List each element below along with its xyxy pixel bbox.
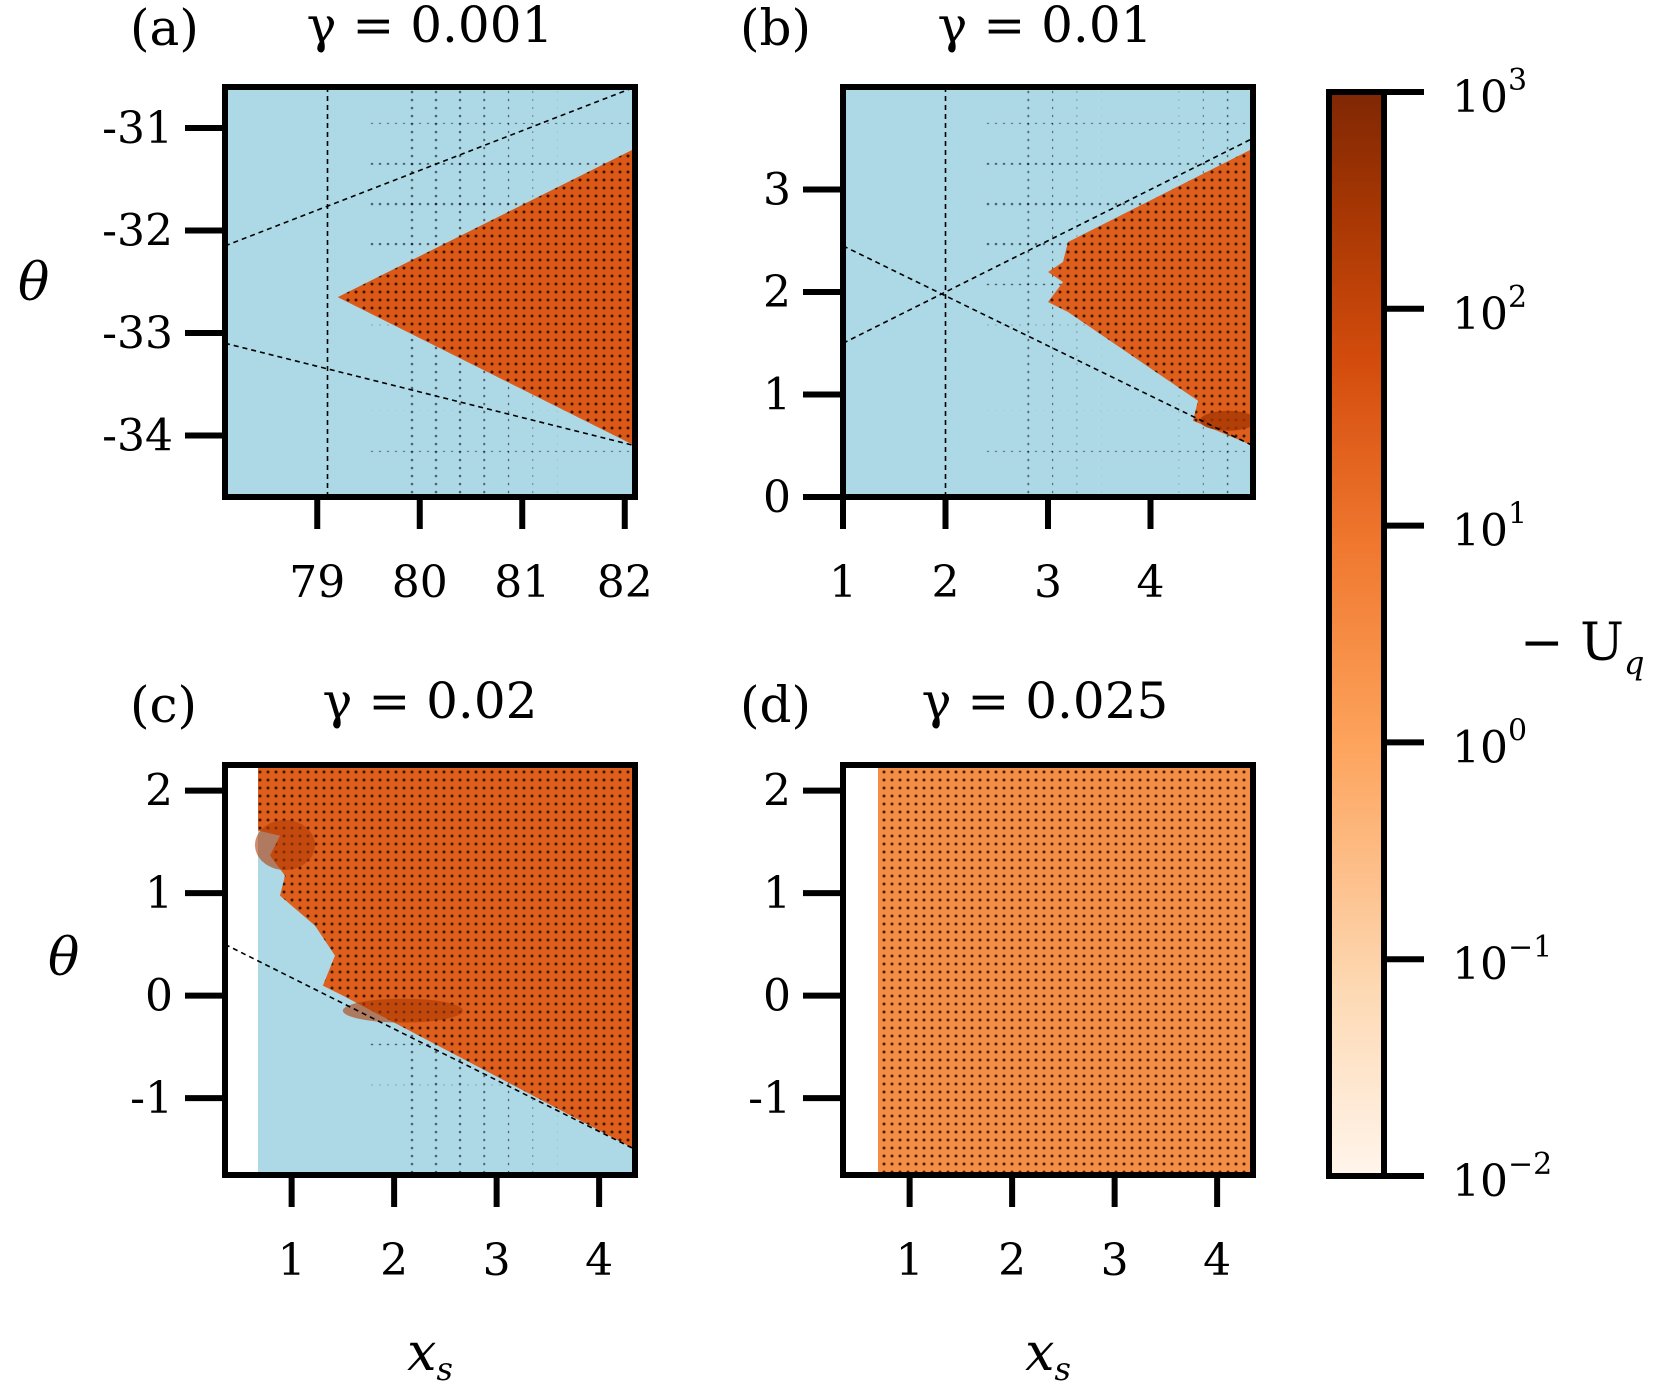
x-tick-label: 4 <box>1203 1235 1231 1286</box>
y-tick-label: 0 <box>145 971 173 1022</box>
blank-strip <box>225 765 258 1175</box>
plot-frame <box>840 762 1256 1178</box>
y-tick-label: -1 <box>130 1073 173 1124</box>
grid-dots <box>878 765 1253 1175</box>
y-tick-label: 1 <box>763 868 791 919</box>
panel-label: (c) <box>130 676 197 734</box>
panel-title: γ = 0.02 <box>323 672 538 730</box>
y-tick-label: -31 <box>102 103 173 154</box>
y-tick-label: -32 <box>102 206 173 257</box>
dashed-line-0 <box>225 943 635 1151</box>
y-tick-label: 2 <box>145 766 173 817</box>
y-tick-label: 3 <box>763 165 791 216</box>
x-axis-label: xs <box>1025 1323 1071 1387</box>
colorbar-tick-label: 10−1 <box>1452 930 1552 990</box>
y-tick-label: 1 <box>145 868 173 919</box>
colorbar-frame <box>1326 89 1387 1179</box>
grid-dots <box>1048 148 1253 446</box>
y-tick-label: -1 <box>748 1073 791 1124</box>
heatmap-area <box>225 87 635 497</box>
colorbar: 103 102 101 100 10−1 10−2 − Uq <box>1326 63 1644 1207</box>
y-tick-label: 2 <box>763 267 791 318</box>
colorbar-gradient <box>1329 92 1384 1176</box>
y-tick-label: -34 <box>102 411 173 462</box>
y-tick-label: -33 <box>102 308 173 359</box>
x-tick-label: 2 <box>998 1235 1026 1286</box>
dashed-line-0 <box>843 137 1253 344</box>
heatmap-area <box>843 87 1253 497</box>
intense-spot <box>1200 410 1253 431</box>
plot-frame <box>222 84 638 500</box>
heatmap-area <box>225 765 635 1175</box>
x-tick-label: 4 <box>1137 557 1165 608</box>
x-tick-label: 82 <box>597 557 653 608</box>
panel-title: γ = 0.01 <box>938 0 1153 54</box>
colorbar-tick-label: 10−2 <box>1452 1147 1552 1207</box>
x-tick-label: 1 <box>278 1235 306 1286</box>
x-tick-label: 80 <box>392 557 448 608</box>
intense-spot <box>255 820 315 870</box>
colorbar-label: − Uq <box>1520 613 1644 682</box>
colorbar-tick-label: 102 <box>1452 280 1527 340</box>
grid-dots <box>337 148 635 446</box>
y-axis-label: θ <box>48 928 79 988</box>
x-tick-label: 81 <box>494 557 550 608</box>
y-axis-label: θ <box>18 253 49 313</box>
colorbar-tick-label: 101 <box>1452 497 1527 557</box>
x-tick-label: 2 <box>932 557 960 608</box>
colorbar-tick-label: 100 <box>1452 713 1527 773</box>
y-tick-label: 0 <box>763 472 791 523</box>
x-tick-label: 4 <box>585 1235 613 1286</box>
panel-title: γ = 0.025 <box>922 672 1169 730</box>
x-tick-label: 1 <box>896 1235 924 1286</box>
grid-dots <box>258 765 635 1150</box>
panel-label: (d) <box>740 676 811 734</box>
x-tick-label: 3 <box>1034 557 1062 608</box>
x-tick-label: 1 <box>829 557 857 608</box>
dashed-line-1 <box>843 245 1253 447</box>
dashed-line-1 <box>225 342 635 447</box>
dashed-line-0 <box>225 87 635 247</box>
panel-label: (b) <box>740 0 811 57</box>
y-tick-label: 2 <box>763 766 791 817</box>
plot-frame <box>222 762 638 1178</box>
x-tick-label: 2 <box>380 1235 408 1286</box>
heatmap-area <box>843 765 1253 1175</box>
blank-strip <box>843 765 878 1175</box>
intense-spot <box>342 998 463 1023</box>
panel-label: (a) <box>130 0 199 57</box>
y-tick-label: 1 <box>763 370 791 421</box>
panel-c: 1 2 3 4 2 1 0 -1 (c) γ = 0.02 θ xs <box>48 672 638 1387</box>
panel-a: 79 80 81 82 -31 -32 -33 -34 (a) γ = 0.001 θ <box>18 0 653 608</box>
colorbar-tick-label: 103 <box>1452 63 1527 123</box>
x-tick-label: 79 <box>289 557 345 608</box>
panel-d: 1 2 3 4 2 1 0 -1 (d) γ = 0.025 xs <box>740 672 1256 1387</box>
panel-title: γ = 0.001 <box>307 0 554 54</box>
x-tick-label: 3 <box>1101 1235 1129 1286</box>
x-axis-label: xs <box>407 1323 453 1387</box>
y-tick-label: 0 <box>763 971 791 1022</box>
x-tick-label: 3 <box>483 1235 511 1286</box>
